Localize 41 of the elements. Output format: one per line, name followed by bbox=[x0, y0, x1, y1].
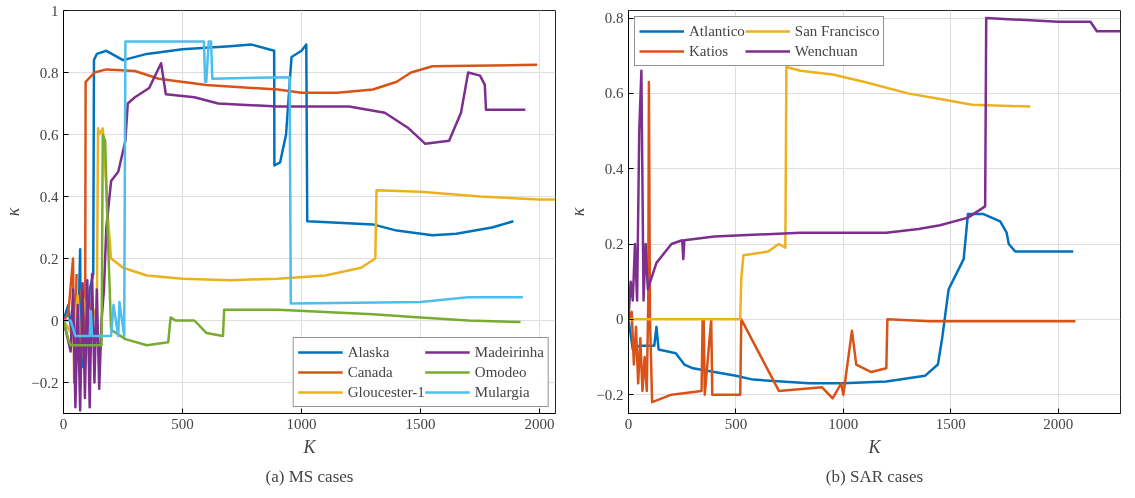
y-axis-title: κ bbox=[568, 207, 589, 217]
y-tick-label: −0.2 bbox=[596, 386, 624, 403]
y-tick-label: 1 bbox=[51, 2, 59, 19]
line-series bbox=[628, 212, 1075, 385]
x-tick-label: 1000 bbox=[828, 415, 859, 432]
legend-label: Katios bbox=[689, 42, 729, 60]
line-series bbox=[628, 65, 1032, 321]
line-series bbox=[628, 16, 1121, 321]
legend-label: Wenchuan bbox=[794, 42, 858, 60]
y-tick-label: −0.2 bbox=[31, 374, 59, 391]
x-tick-label: 1500 bbox=[405, 415, 436, 432]
y-axis-title: κ bbox=[3, 207, 24, 217]
text: (a) MS cases bbox=[265, 466, 354, 486]
x-axis-title: K bbox=[867, 436, 882, 457]
legend-label: Alaska bbox=[347, 343, 390, 361]
y-tick-label: 0.6 bbox=[39, 126, 59, 143]
x-tick-label: 500 bbox=[724, 415, 748, 432]
legend-label: Canada bbox=[347, 363, 393, 381]
y-tick-label: 0 bbox=[616, 311, 624, 328]
text: (b) SAR cases bbox=[825, 466, 924, 486]
y-tick-label: 0.4 bbox=[39, 188, 59, 205]
y-tick-label: 0.4 bbox=[604, 160, 624, 177]
y-tick-label: 0.6 bbox=[604, 85, 624, 102]
legend-label: Madeirinha bbox=[474, 343, 544, 361]
legend-label: Omodeo bbox=[474, 363, 527, 381]
legend-label: San Francisco bbox=[794, 22, 880, 40]
legend-label: Atlantico bbox=[689, 22, 745, 40]
y-tick-label: 0.8 bbox=[604, 10, 624, 27]
x-axis-title: K bbox=[302, 436, 317, 457]
y-tick-label: 0.8 bbox=[39, 64, 59, 81]
y-tick-label: 0.2 bbox=[39, 250, 59, 267]
x-tick-label: 1000 bbox=[286, 415, 317, 432]
line-series bbox=[628, 80, 1077, 404]
x-tick-label: 1500 bbox=[935, 415, 966, 432]
x-tick-label: 2000 bbox=[524, 415, 555, 432]
y-tick-label: 0 bbox=[51, 312, 59, 329]
x-tick-label: 500 bbox=[171, 415, 194, 432]
legend-label: Gloucester-1 bbox=[347, 383, 425, 401]
y-tick-label: 0.2 bbox=[604, 236, 624, 253]
legend-label: Mulargia bbox=[474, 383, 530, 401]
x-tick-label: 2000 bbox=[1043, 415, 1074, 432]
